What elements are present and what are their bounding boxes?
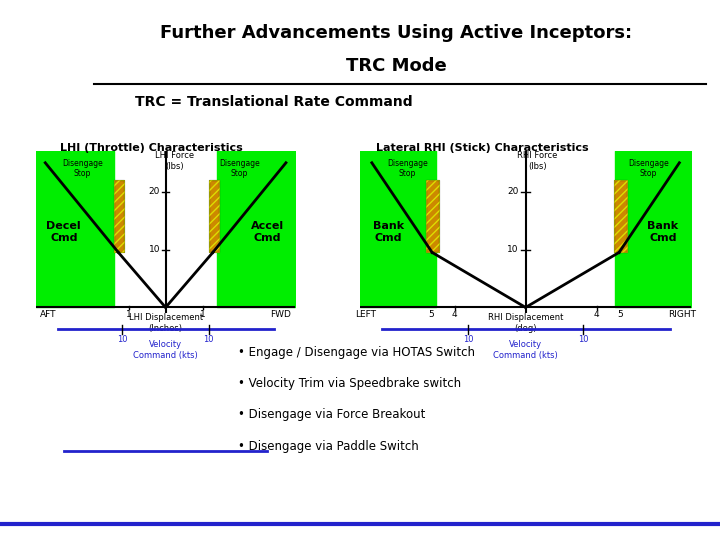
Text: Disengage
Stop: Disengage Stop: [220, 159, 260, 178]
Bar: [426, 180, 439, 253]
Text: TRC = Translational Rate Command: TRC = Translational Rate Command: [135, 94, 413, 109]
Bar: [614, 180, 627, 253]
Text: AFT: AFT: [40, 310, 56, 319]
Text: • Engage / Disengage via HOTAS Switch: • Engage / Disengage via HOTAS Switch: [238, 346, 474, 359]
Text: • Velocity Trim via Speedbrake switch: • Velocity Trim via Speedbrake switch: [238, 377, 461, 390]
Bar: [209, 180, 220, 253]
Text: • Disengage via Force Breakout: • Disengage via Force Breakout: [238, 408, 425, 421]
Text: RIGHT: RIGHT: [668, 310, 696, 319]
Text: LHI Force
(lbs): LHI Force (lbs): [156, 151, 194, 171]
Text: 10: 10: [117, 335, 127, 344]
Bar: [426, 180, 439, 253]
Text: Further Advancements Using Active Inceptors:: Further Advancements Using Active Incept…: [160, 24, 632, 42]
Text: Bank
Cmd: Bank Cmd: [647, 221, 678, 243]
Text: Lateral RHI (Stick) Characteristics: Lateral RHI (Stick) Characteristics: [376, 143, 589, 153]
Text: RHI Force
(lbs): RHI Force (lbs): [517, 151, 557, 171]
Text: 20: 20: [507, 187, 518, 196]
Text: 10: 10: [507, 245, 518, 254]
Text: RHI Displacement
(deg): RHI Displacement (deg): [488, 313, 563, 333]
Text: 5: 5: [428, 310, 434, 319]
Text: Disengage
Stop: Disengage Stop: [629, 159, 669, 178]
Text: 20: 20: [148, 187, 160, 196]
Bar: [114, 180, 124, 253]
Text: LEFT: LEFT: [355, 310, 377, 319]
Text: 10: 10: [578, 335, 588, 344]
Text: 10: 10: [463, 335, 473, 344]
Text: • Disengage via Paddle Switch: • Disengage via Paddle Switch: [238, 440, 418, 453]
Text: LHI Displacement
(Inches): LHI Displacement (Inches): [129, 313, 202, 333]
Text: 10: 10: [148, 245, 160, 254]
Text: 1: 1: [126, 310, 132, 319]
Bar: [209, 180, 220, 253]
Text: Velocity
Command (kts): Velocity Command (kts): [133, 340, 198, 360]
Text: Disengage
Stop: Disengage Stop: [62, 159, 103, 178]
Bar: [114, 180, 124, 253]
Text: 4: 4: [594, 310, 599, 319]
Text: Velocity
Command (kts): Velocity Command (kts): [493, 340, 558, 360]
Text: 1: 1: [199, 310, 205, 319]
Text: Disengage
Stop: Disengage Stop: [387, 159, 428, 178]
Bar: [614, 180, 627, 253]
Text: Accel
Cmd: Accel Cmd: [251, 221, 284, 243]
Text: 4: 4: [452, 310, 457, 319]
Text: 5: 5: [617, 310, 623, 319]
Text: FWD: FWD: [271, 310, 292, 319]
Text: 10: 10: [204, 335, 214, 344]
Text: Bank
Cmd: Bank Cmd: [373, 221, 404, 243]
Text: Decel
Cmd: Decel Cmd: [47, 221, 81, 243]
Text: TRC Mode: TRC Mode: [346, 57, 446, 75]
Text: LHI (Throttle) Characteristics: LHI (Throttle) Characteristics: [60, 143, 243, 153]
